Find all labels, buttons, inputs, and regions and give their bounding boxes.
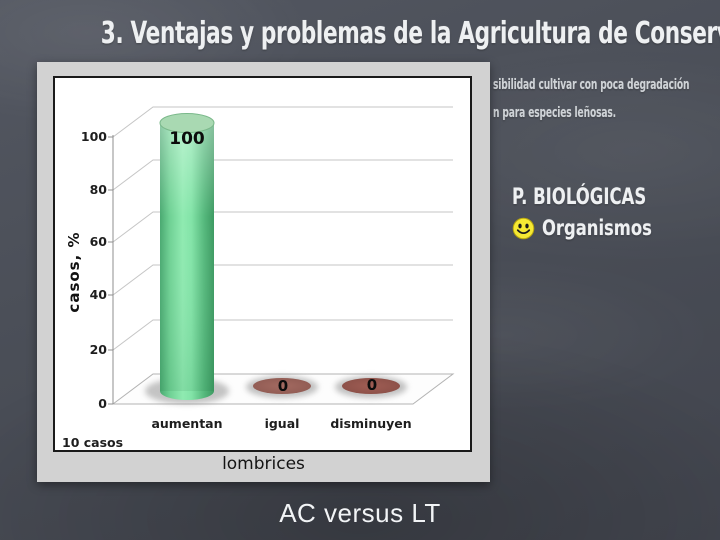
notes-line-2: n para especies leñosas. [493, 105, 616, 121]
category-label-igual: igual [265, 416, 300, 431]
y-tick-label: 100 [81, 129, 107, 144]
y-tick-label: 0 [98, 396, 107, 411]
y-tick-label: 60 [90, 234, 108, 249]
smiley-face-icon [512, 217, 535, 240]
y-tick-label: 40 [90, 287, 108, 302]
category-label-disminuyen: disminuyen [330, 416, 411, 431]
notes-line-1: sibilidad cultivar con poca degradación [493, 77, 690, 93]
chart-caption: lombrices [222, 454, 305, 474]
bar-cylinder-aumentan [159, 113, 215, 400]
y-axis-title: casos, % [65, 231, 83, 312]
chart-note: 10 casos [62, 435, 123, 450]
organismos-label: Organismos [542, 216, 652, 240]
y-tick-label: 20 [90, 342, 108, 357]
category-label-aumentan: aumentan [151, 416, 222, 431]
page-title: 3. Ventajas y problemas de la Agricultur… [100, 16, 720, 51]
data-label-igual: 0 [278, 377, 288, 395]
chart-panel: 0 20 40 60 80 100 casos, % aumentan igua… [37, 62, 490, 482]
organismos-row: Organismos [512, 216, 683, 240]
data-label-disminuyen: 0 [367, 376, 377, 394]
zero-marker-disminuyen [342, 378, 400, 394]
biologicas-heading: P. BIOLÓGICAS [512, 185, 647, 210]
zero-marker-igual [253, 378, 311, 394]
data-label-aumentan: 100 [169, 129, 205, 149]
y-axis [108, 135, 114, 405]
gridlines [112, 106, 453, 351]
y-tick-label: 80 [90, 182, 108, 197]
cylinder-top [159, 113, 215, 133]
cylinder-bar-chart: 0 20 40 60 80 100 casos, % aumentan igua… [62, 106, 455, 450]
chart-plot-frame: 0 20 40 60 80 100 casos, % aumentan igua… [53, 76, 472, 452]
footer-caption: AC versus LT [279, 498, 441, 528]
